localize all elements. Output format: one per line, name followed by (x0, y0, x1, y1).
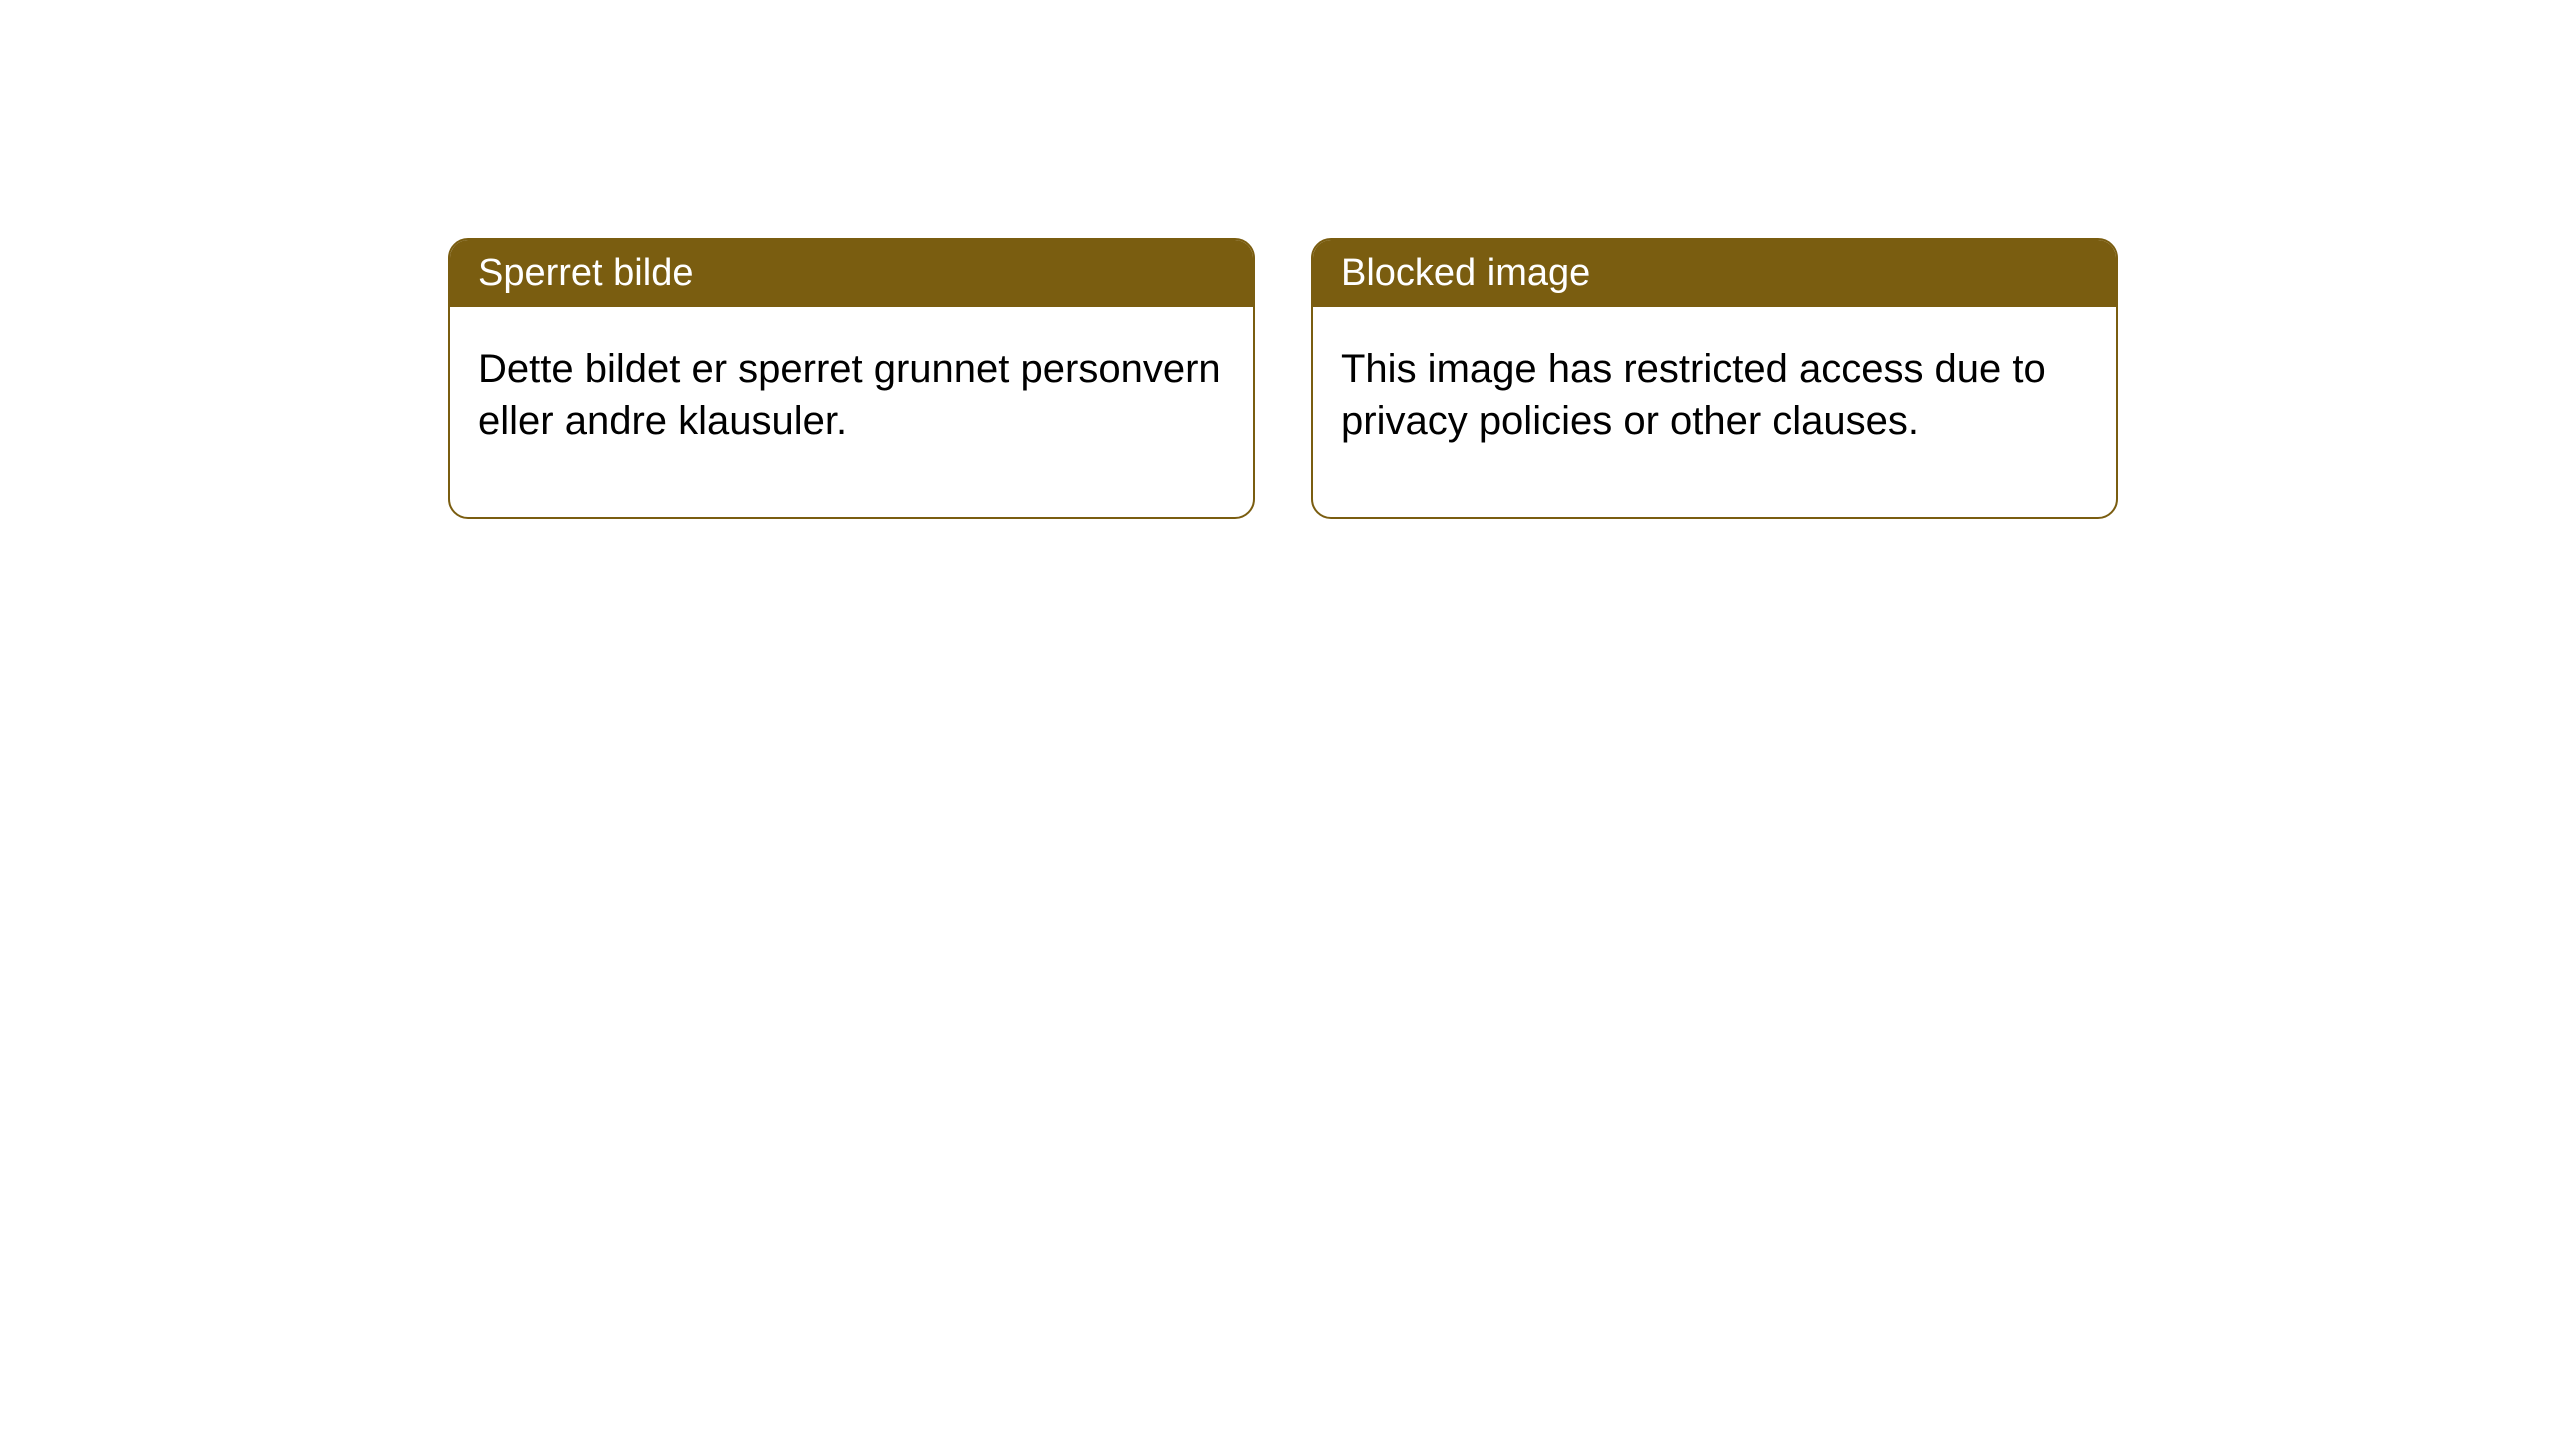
notice-body: This image has restricted access due to … (1313, 307, 2116, 517)
notice-header: Sperret bilde (450, 240, 1253, 307)
notice-card-norwegian: Sperret bilde Dette bildet er sperret gr… (448, 238, 1255, 519)
notice-header: Blocked image (1313, 240, 2116, 307)
notice-container: Sperret bilde Dette bildet er sperret gr… (448, 238, 2118, 519)
notice-card-english: Blocked image This image has restricted … (1311, 238, 2118, 519)
notice-body: Dette bildet er sperret grunnet personve… (450, 307, 1253, 517)
